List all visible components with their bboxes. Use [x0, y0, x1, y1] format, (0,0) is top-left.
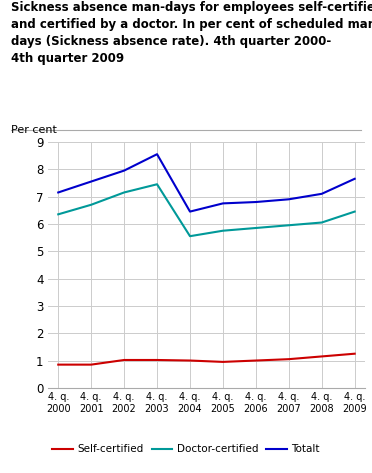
Totalt	[89, 179, 93, 184]
Totalt	[188, 209, 192, 214]
Self-certified	[56, 362, 61, 368]
Totalt	[320, 191, 324, 197]
Doctor-certified	[122, 190, 126, 195]
Text: Sickness absence man-days for employees self-certified
and certified by a doctor: Sickness absence man-days for employees …	[11, 1, 372, 65]
Self-certified	[89, 362, 93, 368]
Totalt	[56, 190, 61, 195]
Totalt	[155, 151, 159, 157]
Text: Per cent: Per cent	[11, 125, 57, 135]
Doctor-certified	[56, 211, 61, 217]
Totalt	[286, 196, 291, 202]
Totalt	[122, 168, 126, 174]
Self-certified	[122, 357, 126, 363]
Line: Doctor-certified: Doctor-certified	[58, 184, 355, 236]
Totalt	[352, 176, 357, 182]
Self-certified	[320, 354, 324, 359]
Totalt	[221, 201, 225, 206]
Doctor-certified	[254, 225, 258, 231]
Doctor-certified	[221, 228, 225, 234]
Self-certified	[188, 358, 192, 363]
Self-certified	[286, 356, 291, 362]
Doctor-certified	[89, 202, 93, 208]
Line: Self-certified: Self-certified	[58, 354, 355, 365]
Doctor-certified	[286, 222, 291, 228]
Totalt	[254, 199, 258, 205]
Legend: Self-certified, Doctor-certified, Totalt: Self-certified, Doctor-certified, Totalt	[48, 440, 324, 458]
Line: Totalt: Totalt	[58, 154, 355, 211]
Doctor-certified	[352, 209, 357, 214]
Doctor-certified	[188, 233, 192, 239]
Doctor-certified	[320, 219, 324, 225]
Self-certified	[352, 351, 357, 357]
Self-certified	[221, 359, 225, 365]
Self-certified	[155, 357, 159, 363]
Self-certified	[254, 358, 258, 363]
Doctor-certified	[155, 182, 159, 187]
